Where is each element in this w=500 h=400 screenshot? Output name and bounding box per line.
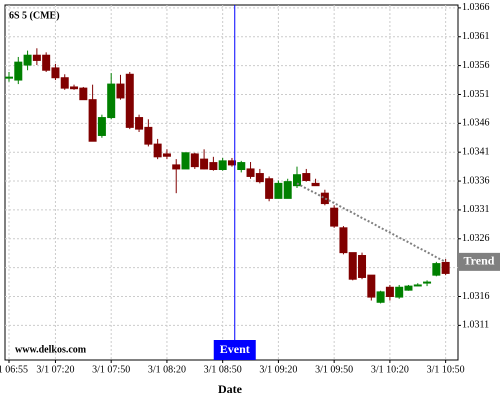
candle-body — [60, 77, 69, 89]
candle-body — [181, 152, 190, 170]
candle-body — [88, 99, 97, 142]
candle-body — [218, 160, 227, 171]
y-tick-label: 1.0361 — [462, 31, 490, 42]
candle-body — [79, 87, 88, 101]
candle-body — [274, 182, 283, 199]
candle-body — [97, 117, 106, 136]
candle-body — [227, 160, 236, 166]
candle-body — [246, 168, 255, 177]
candle-body — [265, 178, 274, 199]
candle-body — [14, 61, 23, 81]
y-tick-label: 1.0341 — [462, 146, 490, 157]
x-axis-label: Date — [218, 382, 243, 396]
candle-body — [283, 181, 292, 199]
candle-body — [51, 67, 60, 79]
candle-body — [376, 291, 385, 303]
y-tick-label: 1.0331 — [462, 204, 490, 215]
y-tick-label: 1.0336 — [462, 175, 490, 186]
candle-body — [432, 263, 441, 276]
candle-body — [348, 252, 357, 280]
y-tick-label: 1.0351 — [462, 89, 490, 100]
watermark: www.delkos.com — [15, 344, 87, 355]
x-tick-label: 3/1 10:20 — [371, 364, 409, 375]
event-box — [213, 340, 256, 360]
y-tick-label: 1.0366 — [462, 2, 490, 13]
candle-body — [330, 207, 339, 227]
x-tick-label: 3/1 07:20 — [36, 364, 74, 375]
candle-body — [162, 153, 171, 157]
candle-body — [23, 54, 32, 66]
candle-body — [404, 285, 413, 291]
candle-body — [395, 286, 404, 298]
x-tick-label: 3/1 08:50 — [204, 364, 242, 375]
x-tick-label: 3/1 09:50 — [315, 364, 353, 375]
candle-body — [125, 73, 134, 128]
candle-body — [172, 164, 181, 170]
candle-body — [255, 173, 264, 183]
y-tick-label: 1.0311 — [462, 320, 489, 331]
candle-body — [237, 162, 246, 171]
candle-body — [116, 83, 125, 99]
y-tick-label: 1.0356 — [462, 60, 490, 71]
candle-body — [320, 192, 329, 205]
x-tick-label: 3/1 08:20 — [148, 364, 186, 375]
candle-body — [441, 261, 450, 274]
candle-body — [144, 126, 153, 145]
candle-body — [358, 255, 367, 278]
candle-body — [5, 76, 13, 79]
candle-body — [339, 227, 348, 254]
candle-body — [42, 54, 51, 71]
trend-label-box — [458, 252, 500, 271]
candle-body — [107, 83, 116, 119]
y-tick-label: 1.0326 — [462, 233, 490, 244]
candle-body — [302, 173, 311, 181]
candle-body — [413, 284, 422, 287]
trend-line — [296, 182, 447, 263]
x-tick-label: 3/1 06:55 — [0, 364, 28, 375]
x-tick-label: 3/1 07:50 — [92, 364, 130, 375]
candle-body — [70, 86, 79, 90]
y-tick-label: 1.0346 — [462, 118, 490, 129]
event-label: Event — [220, 342, 250, 356]
y-tick-label: 1.0316 — [462, 291, 490, 302]
candle-body — [311, 182, 320, 187]
candle-body — [32, 54, 41, 61]
candle-body — [135, 117, 144, 130]
candle-body — [200, 158, 209, 170]
candle-body — [385, 286, 394, 298]
trend-label: Trend — [464, 254, 495, 268]
candle-body — [190, 153, 199, 168]
x-tick-label: 3/1 10:50 — [427, 364, 465, 375]
candle-body — [209, 162, 218, 171]
candle-body — [367, 274, 376, 298]
chart-title: 6S 5 (CME) — [9, 10, 60, 21]
candle-body — [292, 174, 301, 187]
x-tick-label: 3/1 09:20 — [259, 364, 297, 375]
candle-body — [423, 281, 432, 284]
candle-body — [153, 143, 162, 158]
